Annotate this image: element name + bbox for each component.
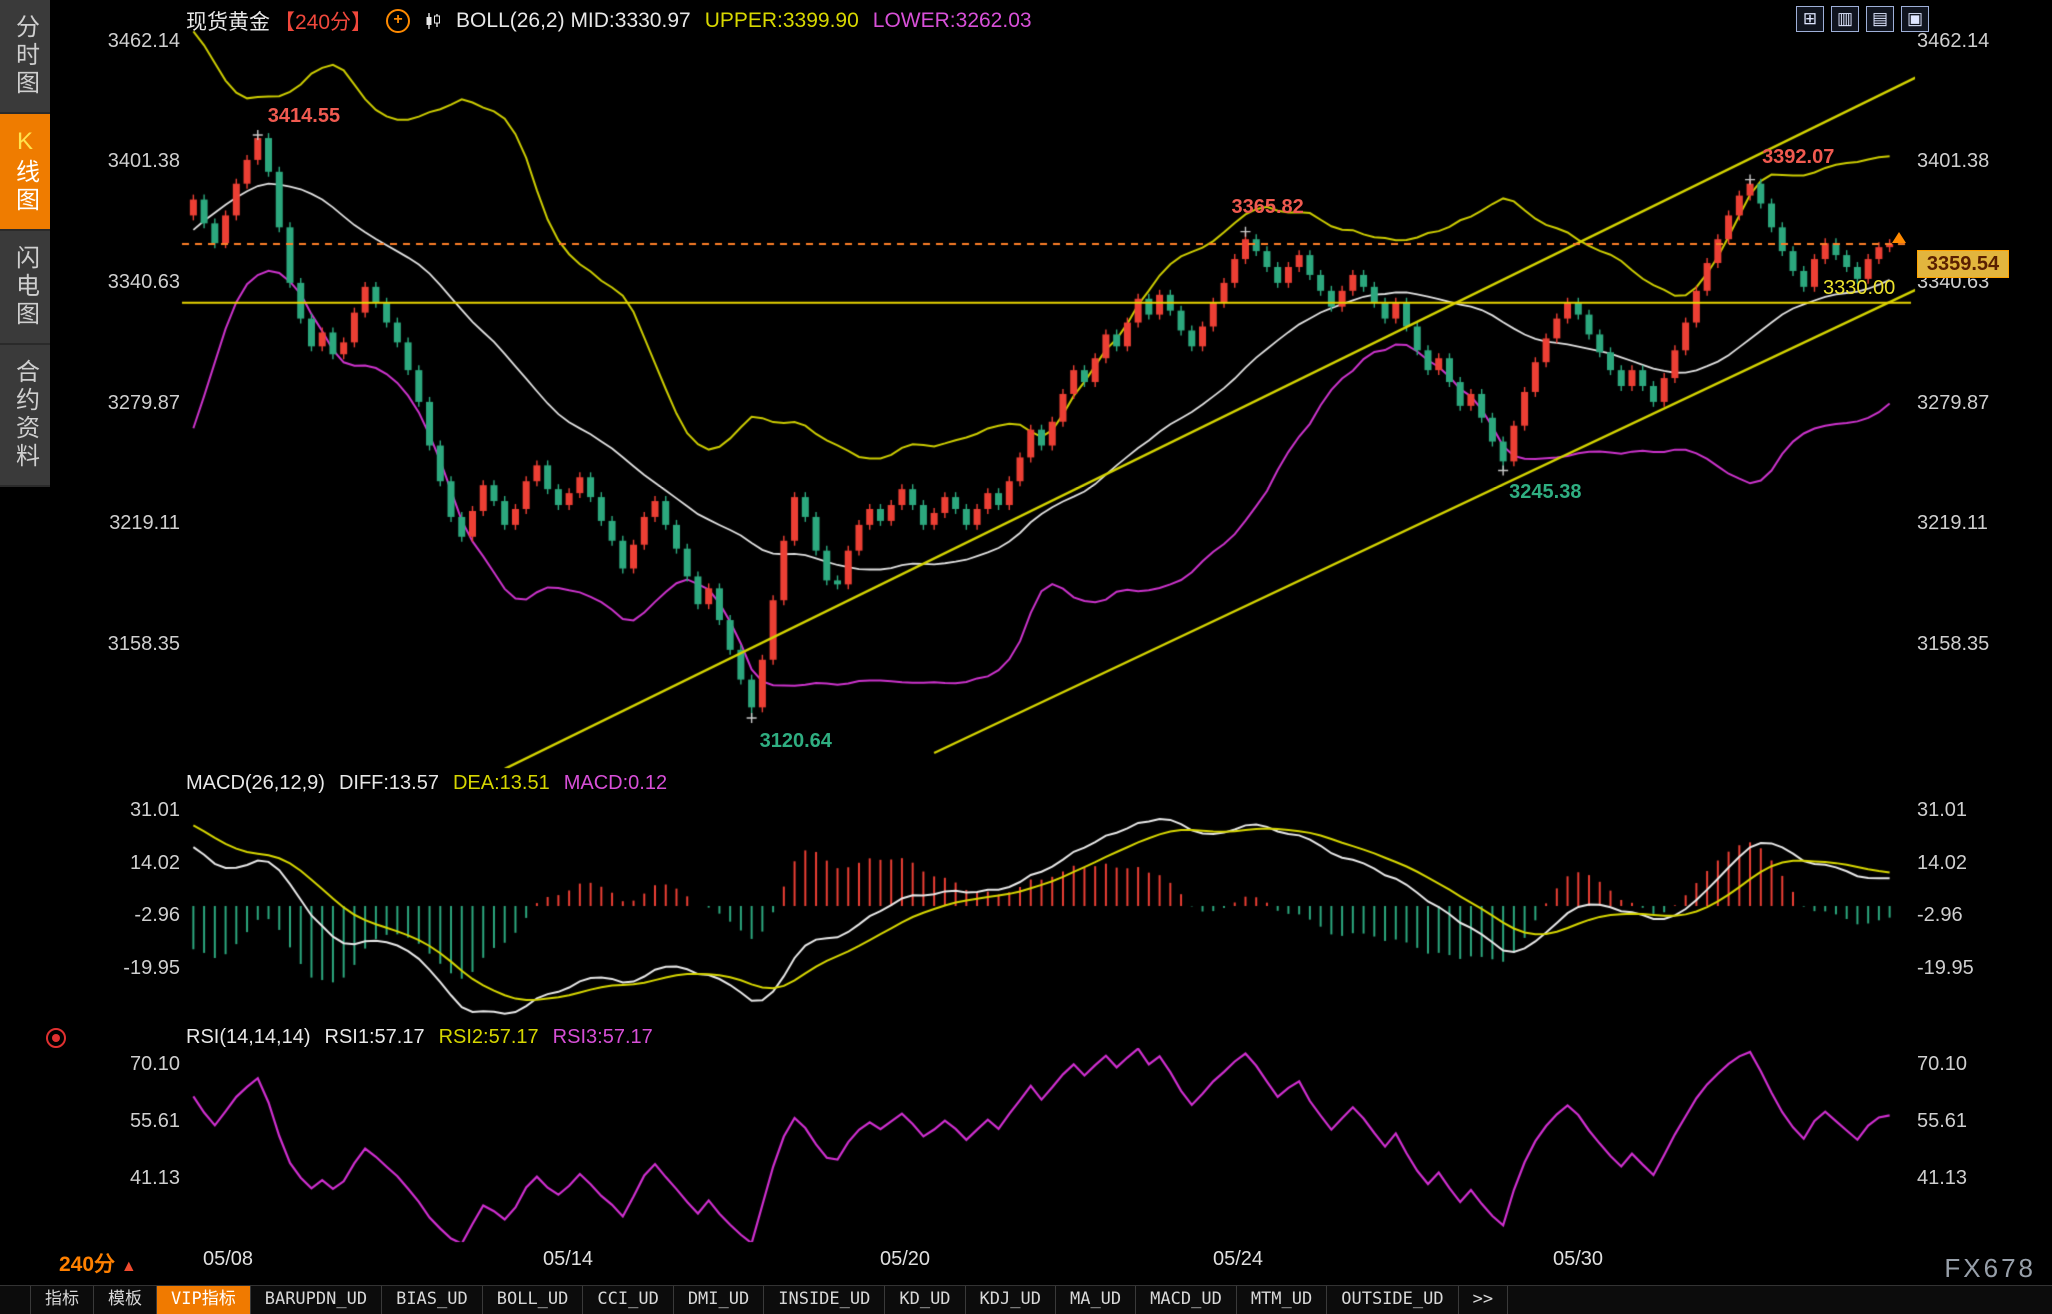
x-axis-label: 05/24 xyxy=(1213,1248,1264,1270)
symbol-title: 现货黄金 xyxy=(186,11,270,34)
macd-axis-label: 14.02 xyxy=(1917,852,1968,874)
layout-icon-1[interactable]: ⊞ xyxy=(1796,6,1824,32)
watermark: FX678 xyxy=(1944,1253,2036,1283)
toolbar-item-2[interactable]: VIP指标 xyxy=(157,1286,251,1314)
rsi2-value: RSI2:57.17 xyxy=(438,1026,539,1048)
period-selector-label: 240分 xyxy=(59,1253,116,1276)
macd-axis-label: -2.96 xyxy=(1917,904,1963,926)
sidebar-item-3[interactable]: 合约资料 xyxy=(0,345,50,487)
rsi1-value: RSI1:57.17 xyxy=(324,1026,425,1048)
macd-diff-value: DIFF:13.57 xyxy=(338,772,439,794)
macd-axis-label: -19.95 xyxy=(1917,957,1974,979)
toolbar-item-5[interactable]: BOLL_UD xyxy=(483,1286,584,1314)
toolbar-item-4[interactable]: BIAS_UD xyxy=(382,1286,483,1314)
x-axis-label: 05/20 xyxy=(880,1248,931,1270)
y-axis-label: 3279.87 xyxy=(1917,392,1990,414)
y-axis-label: 3158.35 xyxy=(107,633,180,655)
macd-axis-label: 31.01 xyxy=(1917,799,1968,821)
y-axis-label: 3462.14 xyxy=(1917,30,1990,52)
toolbar-item-3[interactable]: BARUPDN_UD xyxy=(251,1286,383,1314)
toolbar-item-14[interactable]: OUTSIDE_UD xyxy=(1327,1286,1459,1314)
add-indicator-icon[interactable]: + xyxy=(386,9,411,33)
level-price-label: 3330.00 xyxy=(1823,277,1896,299)
toolbar-item-15[interactable]: >> xyxy=(1459,1286,1509,1314)
toolbar-item-1[interactable]: 模板 xyxy=(94,1286,157,1314)
chart-header: 现货黄金 【240分】 + BOLL(26,2) MID:3330.97 UPP… xyxy=(186,6,1032,36)
macd-header: MACD(26,12,9) DIFF:13.57 DEA:13.51 MACD:… xyxy=(186,772,667,795)
toolbar-item-0[interactable]: 指标 xyxy=(30,1286,94,1314)
layout-icons: ⊞ ▥ ▤ ▣ xyxy=(1796,6,1929,32)
price-annotation: 3120.64 xyxy=(759,729,832,752)
y-axis-label: 3401.38 xyxy=(1917,150,1990,172)
rsi-header: RSI(14,14,14) RSI1:57.17 RSI2:57.17 RSI3… xyxy=(186,1026,653,1049)
toolbar-item-9[interactable]: KD_UD xyxy=(885,1286,966,1314)
rsi-axis-label: 55.61 xyxy=(129,1110,180,1132)
x-axis-label: 05/08 xyxy=(203,1248,254,1270)
toolbar-item-6[interactable]: CCI_UD xyxy=(583,1286,674,1314)
rsi3-value: RSI3:57.17 xyxy=(552,1026,653,1048)
boll-lower-value: LOWER:3262.03 xyxy=(872,9,1032,32)
toolbar-item-7[interactable]: DMI_UD xyxy=(674,1286,765,1314)
y-axis-label: 3340.63 xyxy=(107,271,180,293)
layout-icon-3[interactable]: ▤ xyxy=(1866,6,1894,32)
jump-to-latest-icon[interactable] xyxy=(1892,232,1906,243)
rsi-axis-label: 70.10 xyxy=(1917,1053,1968,1075)
rsi-axis-label: 41.13 xyxy=(1917,1167,1968,1189)
x-axis-label: 05/14 xyxy=(543,1248,594,1270)
macd-title: MACD(26,12,9) xyxy=(186,772,325,794)
layout-icon-4[interactable]: ▣ xyxy=(1901,6,1929,32)
price-annotation: 3414.55 xyxy=(267,104,341,127)
macd-axis-label: -2.96 xyxy=(134,904,180,926)
candlestick-icon xyxy=(424,12,442,30)
macd-macd-value: MACD:0.12 xyxy=(563,772,668,794)
boll-upper-value: UPPER:3399.90 xyxy=(704,9,859,32)
price-annotation: 3365.82 xyxy=(1231,195,1304,218)
boll-values: BOLL(26,2) MID:3330.97 xyxy=(456,9,691,32)
caret-up-icon: ▲ xyxy=(120,1258,137,1275)
macd-dea-value: DEA:13.51 xyxy=(452,772,550,794)
sidebar-item-0[interactable]: 分时图 xyxy=(0,0,50,114)
macd-axis-label: 31.01 xyxy=(129,799,180,821)
record-icon xyxy=(46,1028,66,1048)
sidebar-item-2[interactable]: 闪电图 xyxy=(0,231,50,345)
chart-type-sidebar: 分时图 K线图 闪电图 合约资料 xyxy=(0,0,50,487)
sidebar-item-1[interactable]: K线图 xyxy=(0,114,50,231)
period-badge: 【240分】 xyxy=(274,11,373,34)
y-axis-label: 3401.38 xyxy=(107,150,180,172)
price-annotation: 3392.07 xyxy=(1762,145,1835,168)
rsi-title: RSI(14,14,14) xyxy=(186,1026,311,1048)
indicator-toolbar: 指标 模板 VIP指标 BARUPDN_UD BIAS_UD BOLL_UD CCI_UD D… xyxy=(0,1285,2052,1314)
y-axis-label: 3462.14 xyxy=(107,30,180,52)
y-axis-label: 3219.11 xyxy=(1917,512,1988,534)
macd-axis-label: 14.02 xyxy=(129,852,180,874)
x-axis-label: 05/30 xyxy=(1553,1248,1604,1270)
toolbar-item-10[interactable]: KDJ_UD xyxy=(966,1286,1056,1314)
y-axis-label: 3219.11 xyxy=(109,512,180,534)
y-axis-label: 3158.35 xyxy=(1917,633,1990,655)
macd-axis-label: -19.95 xyxy=(123,957,180,979)
price-annotation: 3245.38 xyxy=(1509,480,1582,503)
last-price-tag: 3359.54 xyxy=(1917,250,2009,278)
toolbar-item-8[interactable]: INSIDE_UD xyxy=(764,1286,886,1314)
layout-icon-2[interactable]: ▥ xyxy=(1831,6,1859,32)
toolbar-item-11[interactable]: MA_UD xyxy=(1056,1286,1137,1314)
period-selector[interactable]: 240分 ▲ xyxy=(59,1248,137,1278)
toolbar-item-13[interactable]: MTM_UD xyxy=(1237,1286,1328,1314)
rsi-axis-label: 55.61 xyxy=(1917,1110,1968,1132)
rsi-axis-label: 70.10 xyxy=(129,1053,180,1075)
toolbar-item-12[interactable]: MACD_UD xyxy=(1136,1286,1237,1314)
y-axis-label: 3279.87 xyxy=(107,392,180,414)
rsi-axis-label: 41.13 xyxy=(129,1167,180,1189)
